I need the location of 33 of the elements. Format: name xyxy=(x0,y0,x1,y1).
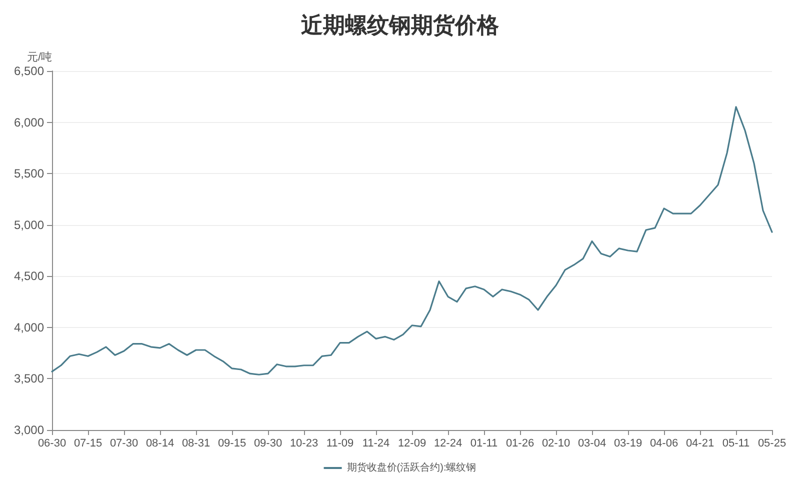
x-tick-label: 03-19 xyxy=(614,438,642,450)
x-tick-label: 01-11 xyxy=(470,438,498,450)
x-tick-label: 09-15 xyxy=(218,438,246,450)
x-tick-label: 06-30 xyxy=(38,438,66,450)
legend-label: 期货收盘价(活跃合约):螺纹钢 xyxy=(346,462,476,474)
y-tick-label: 5,000 xyxy=(14,218,44,232)
x-tick-label: 03-04 xyxy=(578,438,606,450)
x-tick-label: 01-26 xyxy=(506,438,534,450)
x-tick-label: 11-09 xyxy=(326,438,354,450)
x-tick-label: 12-24 xyxy=(434,438,462,450)
x-tick-label: 07-30 xyxy=(110,438,138,450)
x-tick-label: 07-15 xyxy=(74,438,102,450)
x-tick-label: 08-31 xyxy=(182,438,210,450)
x-tick-label: 11-24 xyxy=(362,438,390,450)
y-tick-label: 4,500 xyxy=(14,269,44,284)
x-tick-label: 05-11 xyxy=(722,438,750,450)
x-tick-label: 08-14 xyxy=(146,438,174,450)
y-tick-label: 3,500 xyxy=(14,372,44,386)
y-tick-label: 6,000 xyxy=(14,115,44,130)
x-tick-label: 02-10 xyxy=(542,438,570,450)
x-tick-label: 09-30 xyxy=(254,438,282,450)
x-tick-label: 10-23 xyxy=(290,438,318,450)
y-tick-label: 6,500 xyxy=(14,64,44,78)
x-tick-label: 05-25 xyxy=(758,438,786,450)
y-axis-title: 元/吨 xyxy=(26,50,52,64)
y-tick-label: 4,000 xyxy=(14,320,44,334)
x-tick-label: 04-06 xyxy=(650,438,678,450)
x-tick-label: 12-09 xyxy=(398,438,426,450)
y-tick-label: 3,000 xyxy=(14,423,44,437)
y-tick-label: 5,500 xyxy=(14,166,44,181)
x-tick-label: 04-21 xyxy=(686,438,714,450)
line-series xyxy=(51,106,773,376)
chart-title: 近期螺纹钢期货价格 xyxy=(300,14,500,38)
